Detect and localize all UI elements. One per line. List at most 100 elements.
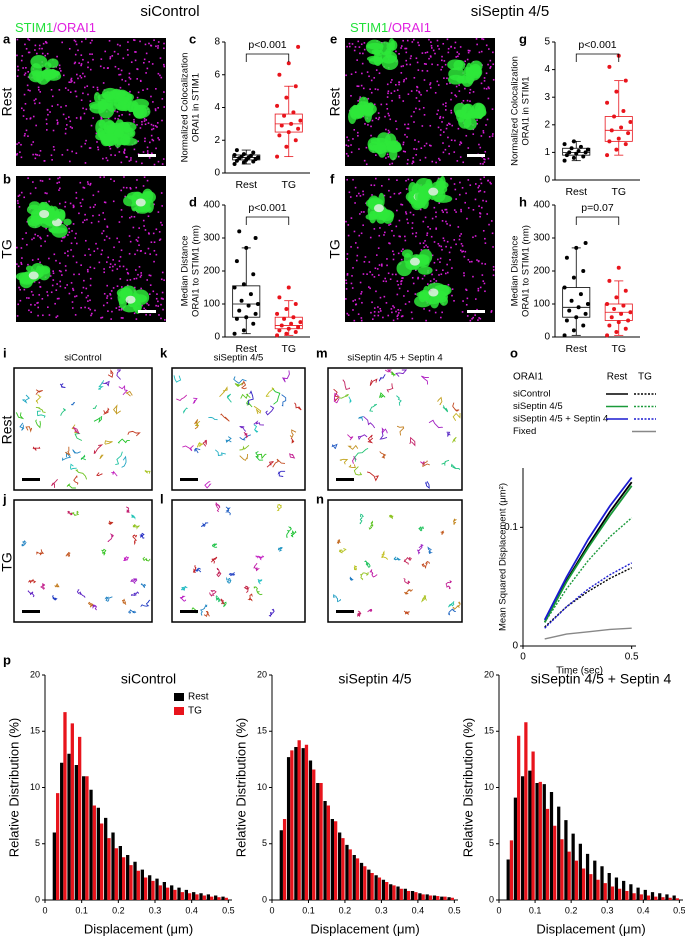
orai1-spot — [478, 317, 480, 319]
orai1-spot — [72, 223, 75, 225]
track — [107, 533, 115, 543]
orai1-spot — [401, 315, 404, 317]
orai1-spot — [59, 285, 62, 288]
data-point — [293, 84, 298, 89]
orai1-spot — [446, 77, 448, 80]
track — [253, 405, 262, 415]
orai1-spot — [16, 143, 18, 145]
orai1-spot — [378, 72, 381, 75]
orai1-spot — [442, 103, 445, 106]
p-value: p<0.001 — [248, 39, 286, 51]
histogram-bar — [406, 891, 411, 900]
orai1-spot — [462, 250, 464, 253]
data-point — [241, 328, 246, 333]
orai1-spot — [445, 208, 448, 211]
orai1-spot — [41, 47, 43, 50]
orai1-spot — [138, 244, 140, 246]
stim1-cluster — [470, 60, 483, 72]
orai1-spot — [370, 311, 372, 314]
y-tick-label: 100 — [533, 299, 550, 310]
track — [247, 593, 253, 602]
track — [338, 548, 347, 554]
orai1-spot — [455, 95, 458, 98]
orai1-spot — [133, 278, 136, 280]
orai1-spot — [453, 239, 456, 241]
orai1-spot — [400, 258, 403, 261]
orai1-spot — [119, 44, 121, 47]
orai1-spot — [97, 148, 100, 151]
orai1-spot — [455, 198, 457, 200]
orai1-spot — [69, 91, 72, 94]
data-point — [284, 306, 289, 311]
x-tick-label: TG — [611, 343, 626, 355]
histogram-bar — [517, 735, 521, 900]
orai1-spot — [418, 108, 421, 111]
orai1-spot — [77, 77, 79, 80]
histogram-bar — [359, 862, 364, 900]
y-tick-label: 200 — [533, 266, 550, 277]
orai1-spot — [353, 319, 356, 322]
track — [228, 572, 236, 577]
histogram-bar — [578, 843, 582, 900]
orai1-spot — [78, 62, 80, 64]
orai1-spot — [474, 198, 477, 201]
track — [35, 389, 43, 395]
orai1-spot — [46, 294, 49, 297]
orai1-spot — [352, 300, 354, 302]
orai1-spot — [404, 123, 406, 126]
orai1-spot — [89, 182, 92, 185]
orai1-spot — [369, 287, 371, 290]
orai1-spot — [153, 203, 155, 206]
orai1-spot — [137, 140, 139, 143]
orai1-spot — [396, 179, 398, 181]
orai1-spot — [95, 132, 98, 135]
orai1-spot — [122, 317, 124, 319]
orai1-spot — [461, 251, 463, 253]
data-point — [585, 147, 590, 152]
orai1-spot — [52, 95, 54, 98]
orai1-spot — [401, 203, 404, 206]
micrograph — [345, 38, 495, 166]
coloc-spot — [428, 187, 439, 196]
orai1-spot — [18, 194, 21, 197]
orai1-spot — [139, 250, 142, 252]
orai1-spot — [24, 43, 26, 46]
orai1-spot — [153, 241, 156, 244]
histogram-bar — [589, 874, 593, 900]
orai1-spot — [94, 203, 96, 206]
histogram-bar — [334, 821, 338, 900]
track — [290, 529, 297, 538]
orai1-spot — [70, 249, 72, 251]
orai1-spot — [34, 49, 36, 51]
orai1-spot — [123, 149, 126, 152]
row-label: TG — [327, 239, 343, 258]
orai1-spot — [346, 253, 349, 255]
data-point — [562, 285, 567, 290]
histogram-bar — [658, 893, 662, 900]
orai1-spot — [99, 65, 102, 68]
orai1-spot — [453, 151, 456, 153]
orai1-spot — [443, 77, 445, 79]
orai1-spot — [28, 39, 31, 41]
track — [253, 424, 259, 433]
orai1-spot — [411, 227, 414, 229]
data-point — [286, 61, 291, 66]
histogram-bar — [425, 894, 429, 900]
orai1-spot — [415, 97, 418, 99]
orai1-spot — [69, 120, 72, 123]
orai1-spot — [95, 242, 97, 245]
orai1-spot — [385, 128, 387, 131]
orai1-spot — [160, 221, 162, 224]
orai1-spot — [80, 64, 82, 67]
orai1-spot — [369, 271, 371, 273]
orai1-spot — [150, 241, 153, 244]
data-point — [279, 323, 284, 328]
orai1-spot — [455, 243, 457, 246]
track — [441, 459, 450, 466]
data-point — [255, 155, 260, 160]
orai1-spot — [133, 286, 136, 289]
orai1-spot — [358, 234, 361, 237]
orai1-spot — [72, 206, 75, 209]
orai1-spot — [49, 275, 52, 277]
orai1-spot — [447, 47, 450, 50]
